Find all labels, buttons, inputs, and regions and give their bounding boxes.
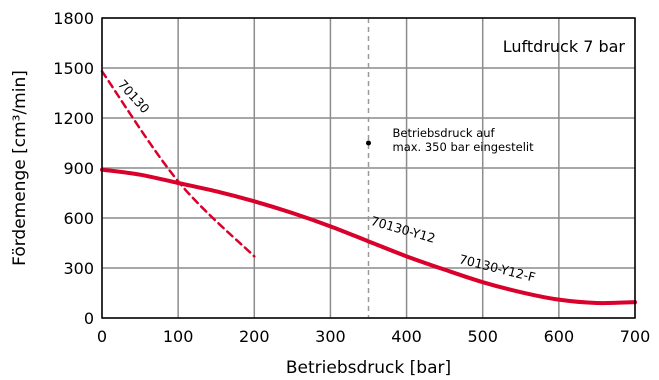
x-tick-label: 700 [620,327,651,346]
x-tick-label: 600 [544,327,575,346]
annotation-marker [366,140,371,146]
y-tick-label: 600 [63,209,94,228]
x-tick-label: 300 [315,327,346,346]
y-tick-label: 1200 [53,109,94,128]
x-tick-label: 100 [163,327,194,346]
x-tick-label: 500 [467,327,498,346]
series-label-70130: 70130 [115,77,153,117]
x-tick-labels: 0 100 200 300 400 500 600 700 [97,327,650,346]
x-tick-label: 0 [97,327,107,346]
y-axis-label: Fördemenge [cm³/min] [10,70,30,266]
annotation-line-2: max. 350 bar eingestelit [393,140,535,154]
x-axis-label: Betriebsdruck [bar] [286,358,451,378]
x-tick-label: 400 [391,327,422,346]
y-tick-label: 1500 [53,59,94,78]
plot-frame [101,17,636,319]
y-tick-label: 0 [84,309,94,328]
series-line-70130-y12 [100,167,637,306]
series-group [100,70,637,306]
y-tick-label: 300 [63,259,94,278]
info-box-text: Luftdruck 7 bar [503,37,626,56]
x-tick-label: 200 [239,327,270,346]
y-tick-labels: 0 300 600 900 1200 1500 1800 [53,9,94,328]
annotation-line-1: Betriebsdruck auf [393,126,496,140]
y-tick-label: 1800 [53,9,94,28]
y-tick-label: 900 [63,159,94,178]
